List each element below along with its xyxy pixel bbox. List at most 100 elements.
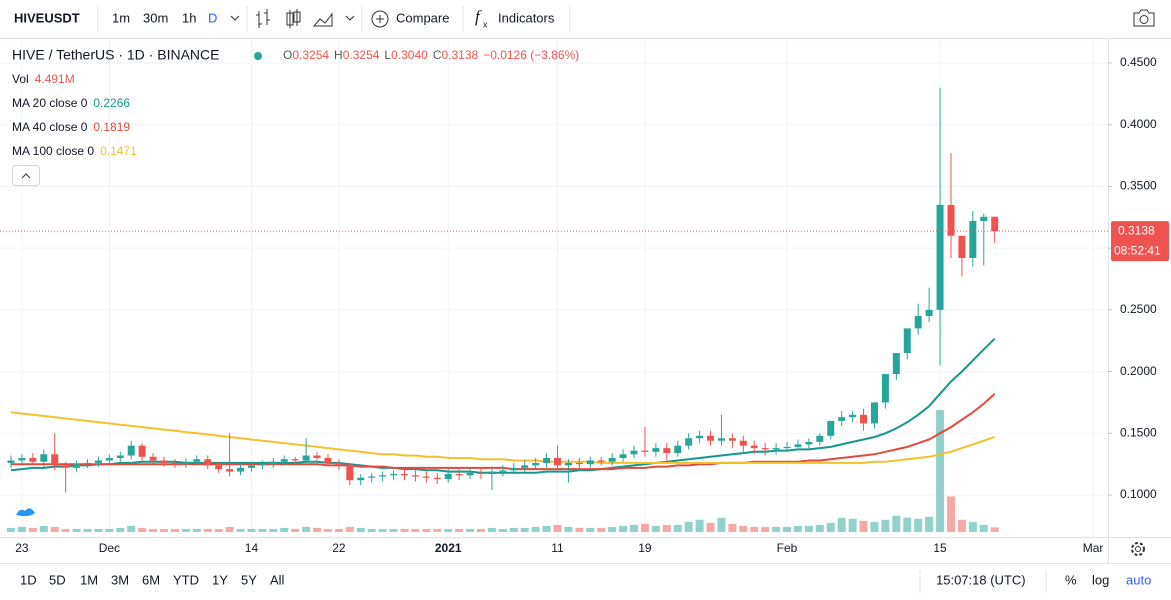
interval[interactable]: 30m <box>143 10 168 25</box>
range-button[interactable]: 1Y <box>212 572 228 587</box>
volume-bar <box>804 525 813 532</box>
chevron[interactable] <box>230 15 240 21</box>
candle-body <box>936 204 944 310</box>
range-button[interactable]: 6M <box>142 572 160 587</box>
candle-body <box>215 465 223 470</box>
chevron[interactable] <box>345 15 355 21</box>
candle-body <box>411 475 419 477</box>
snapshot-icon[interactable] <box>1139 15 1149 24</box>
range-button[interactable]: 3M <box>111 572 129 587</box>
x-tick-label: 19 <box>638 541 652 555</box>
candle-body <box>532 462 540 466</box>
volume-bar <box>673 524 682 532</box>
indicators-icon[interactable]: f <box>475 7 482 26</box>
range-button[interactable]: All <box>270 572 285 587</box>
volume-bar <box>946 496 955 532</box>
percent-toggle[interactable]: % <box>1065 572 1077 587</box>
interval[interactable]: 1m <box>112 10 130 25</box>
candle-body <box>805 441 813 445</box>
collapse-icon[interactable] <box>21 173 31 179</box>
compare-icon[interactable] <box>371 10 389 28</box>
range-button[interactable]: 1D <box>20 572 37 587</box>
candle-body <box>575 462 583 465</box>
collapse-legend[interactable] <box>12 165 40 186</box>
vol-legend: Vol 4.491M <box>12 72 75 86</box>
volume-bar <box>7 527 15 532</box>
volume-bar <box>291 528 300 532</box>
candles-icon[interactable] <box>286 9 301 28</box>
range-button[interactable]: 5D <box>49 572 66 587</box>
candle-body <box>685 438 693 446</box>
candle-body <box>390 474 398 476</box>
volume-bar <box>192 528 201 532</box>
candle-body <box>149 456 157 461</box>
volume-bar <box>466 528 475 532</box>
auto-toggle[interactable]: auto <box>1126 572 1151 587</box>
compare-button[interactable]: Compare <box>396 10 449 25</box>
x-tick-label: 15 <box>933 541 947 555</box>
last-price-label: 0.3138 <box>1118 223 1155 237</box>
y-tick-label: 0.4500 <box>1120 55 1157 69</box>
log-toggle[interactable]: log <box>1092 572 1109 587</box>
candle-body <box>466 472 474 476</box>
interval[interactable]: D <box>208 10 217 25</box>
symbol[interactable]: HIVEUSDT <box>14 10 80 25</box>
candle-body <box>717 438 725 441</box>
candle-body <box>357 477 365 481</box>
candle-body <box>543 457 551 463</box>
candle-body <box>696 435 704 439</box>
candle-body <box>105 457 113 461</box>
candle-body <box>237 467 245 472</box>
candle-body <box>564 462 572 466</box>
volume-bar <box>837 517 846 532</box>
candle-body <box>51 454 59 466</box>
candle-body <box>586 460 594 465</box>
volume-bar <box>455 528 464 532</box>
volume-bar <box>389 528 398 532</box>
volume-bar <box>94 528 103 532</box>
compare-icon[interactable] <box>376 15 384 23</box>
candle-body <box>958 235 966 259</box>
candle-body <box>554 457 561 466</box>
candle-body <box>794 444 802 447</box>
candle-body <box>335 462 343 466</box>
area-icon[interactable] <box>312 12 333 27</box>
settings-icon[interactable] <box>1131 542 1145 556</box>
candle-body <box>816 435 824 442</box>
volume-bar <box>214 528 223 532</box>
volume-bar <box>564 526 573 532</box>
candle-body <box>182 461 190 465</box>
indicators-button[interactable]: Indicators <box>498 10 555 25</box>
snapshot-icon[interactable] <box>1133 9 1155 27</box>
candle-body <box>204 459 212 466</box>
ma-value: 0.1819 <box>93 120 130 134</box>
vol-value: 4.491M <box>35 72 75 86</box>
volume-bar <box>400 528 409 532</box>
bars-icon[interactable] <box>256 9 270 28</box>
o-value: 0.3254 <box>292 48 329 62</box>
range-button[interactable]: YTD <box>173 572 199 587</box>
x-tick-label: Feb <box>777 541 798 555</box>
candle-body <box>608 457 616 462</box>
volume-bar <box>957 519 966 532</box>
volume-bar <box>487 527 496 532</box>
indicators-icon[interactable]: x <box>483 19 488 29</box>
interval[interactable]: 1h <box>182 10 196 25</box>
settings-icon[interactable] <box>1135 546 1141 552</box>
volume-bar <box>542 525 551 532</box>
volume-bar <box>269 528 278 532</box>
range-button[interactable]: 5Y <box>241 572 257 587</box>
candle-body <box>455 474 463 476</box>
volume-bar <box>367 528 376 532</box>
logo[interactable] <box>16 508 35 517</box>
volume-bar <box>684 521 693 532</box>
candle-body <box>903 328 911 354</box>
candle-body <box>499 470 507 472</box>
candle-body <box>400 474 408 476</box>
volume-bar <box>914 518 923 532</box>
range-button[interactable]: 1M <box>80 572 98 587</box>
o-label: O <box>283 48 292 62</box>
candle-body <box>827 420 835 436</box>
candle-body <box>62 465 70 468</box>
